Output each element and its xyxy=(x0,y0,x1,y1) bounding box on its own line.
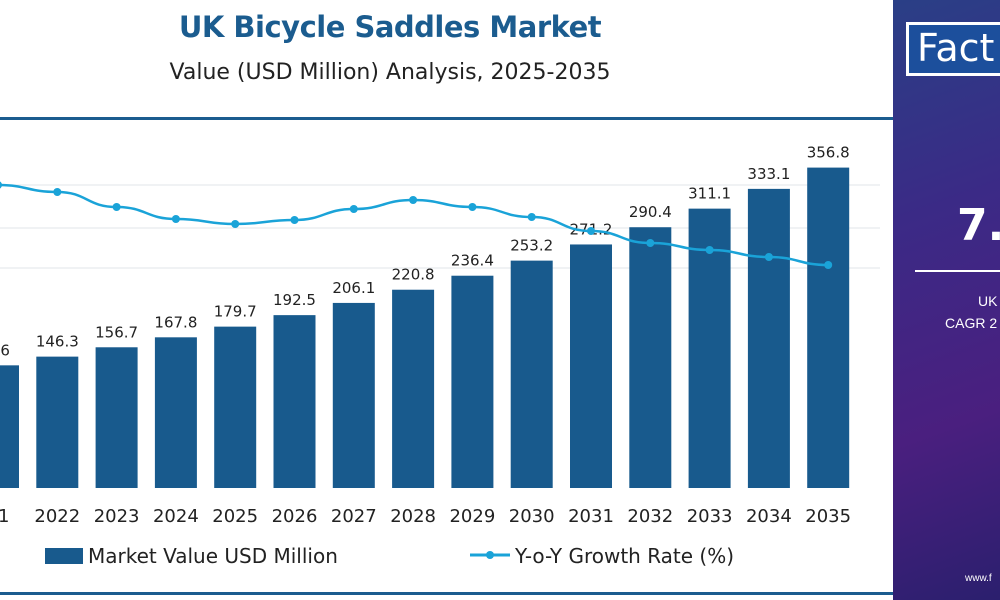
chart-title: UK Bicycle Saddles Market xyxy=(178,10,602,44)
bar xyxy=(688,208,731,488)
bar-value-labels: 6.6 146.3 156.7 167.8 179.7 192.5 206.1 220.8 23… xyxy=(0,144,850,360)
bar-value-label: 167.8 xyxy=(154,313,197,331)
growth-point xyxy=(290,216,299,224)
x-tick-label: 2026 xyxy=(272,506,318,527)
gridlines xyxy=(0,184,880,269)
side-panel: Fact 7. UK CAGR 2 www.f xyxy=(893,0,1000,600)
bottom-rule xyxy=(0,592,893,595)
brand-text: Fact xyxy=(917,26,995,70)
bar xyxy=(36,356,79,488)
growth-point xyxy=(112,203,121,211)
x-tick-label: 2031 xyxy=(568,506,614,527)
bar xyxy=(273,315,316,488)
x-tick-label: 2022 xyxy=(34,506,80,527)
bar-value-label: 356.8 xyxy=(807,144,850,162)
bars xyxy=(0,167,850,488)
growth-point xyxy=(764,253,773,261)
bar xyxy=(214,326,257,488)
chart-plot: 6.6 146.3 156.7 167.8 179.7 192.5 206.1 220.8 23… xyxy=(0,144,880,527)
bar xyxy=(95,347,138,488)
bar xyxy=(807,167,850,488)
x-tick-label: 2035 xyxy=(805,506,851,527)
cagr-label-line1: UK xyxy=(978,293,998,309)
x-tick-label: 2034 xyxy=(746,506,792,527)
bar-value-label: 6.6 xyxy=(0,341,10,359)
chart-subtitle: Value (USD Million) Analysis, 2025-2035 xyxy=(169,60,611,85)
bar-value-label: 333.1 xyxy=(747,165,790,183)
growth-point xyxy=(705,246,714,254)
legend-bar-swatch xyxy=(45,548,83,564)
bar-value-label: 192.5 xyxy=(273,291,316,309)
growth-point xyxy=(409,196,418,204)
growth-point xyxy=(349,205,358,213)
x-axis-ticks: 21 2022 2023 2024 2025 2026 2027 2028 2029 2030 20… xyxy=(0,506,851,527)
bar-value-label: 206.1 xyxy=(332,279,375,297)
x-tick-label: 2030 xyxy=(509,506,555,527)
x-tick-label: 21 xyxy=(0,506,9,527)
bar xyxy=(747,188,790,488)
growth-point xyxy=(468,203,477,211)
growth-point xyxy=(587,227,595,235)
growth-point xyxy=(824,261,833,269)
chart-panel: UK Bicycle Saddles Market Value (USD Mil… xyxy=(0,10,893,595)
bar-value-label: 290.4 xyxy=(629,203,672,221)
growth-point xyxy=(527,213,536,221)
legend: Market Value USD Million Y-o-Y Growth Ra… xyxy=(0,538,893,574)
x-tick-label: 2025 xyxy=(212,506,258,527)
cagr-value: 7. xyxy=(957,200,1000,251)
bar xyxy=(392,289,435,488)
bar xyxy=(570,244,612,488)
bar-value-label: 156.7 xyxy=(95,323,138,341)
bar xyxy=(629,227,672,488)
x-tick-label: 2028 xyxy=(390,506,436,527)
x-tick-label: 2024 xyxy=(153,506,199,527)
x-tick-label: 2029 xyxy=(449,506,495,527)
legend-line-swatch xyxy=(470,551,510,559)
growth-point xyxy=(231,220,240,228)
legend-bar-label: Market Value USD Million xyxy=(88,544,338,568)
bar xyxy=(154,337,197,488)
cagr-label-line2: CAGR 2 xyxy=(945,315,998,331)
x-tick-label: 2032 xyxy=(627,506,673,527)
growth-point xyxy=(171,215,180,223)
x-tick-label: 2023 xyxy=(94,506,140,527)
bar-value-label: 179.7 xyxy=(214,303,257,321)
bar xyxy=(510,260,553,488)
legend-line-label: Y-o-Y Growth Rate (%) xyxy=(515,544,735,568)
bar xyxy=(0,365,19,488)
bar-value-label: 236.4 xyxy=(451,252,494,270)
bar-value-label: 146.3 xyxy=(36,333,79,351)
x-tick-label: 2033 xyxy=(687,506,733,527)
brand-logo: Fact xyxy=(906,22,1000,76)
bar xyxy=(332,302,375,488)
bar-value-label: 220.8 xyxy=(392,266,435,284)
bar-value-label: 311.1 xyxy=(688,185,731,203)
growth-point xyxy=(53,188,62,196)
title-divider xyxy=(0,117,893,120)
x-tick-label: 2027 xyxy=(331,506,377,527)
growth-point xyxy=(0,181,2,189)
side-divider xyxy=(915,270,1000,272)
bar xyxy=(451,275,494,488)
site-url: www.f xyxy=(965,573,992,584)
growth-line xyxy=(0,181,833,269)
growth-point xyxy=(646,239,655,247)
bar-value-label: 253.2 xyxy=(510,237,553,255)
